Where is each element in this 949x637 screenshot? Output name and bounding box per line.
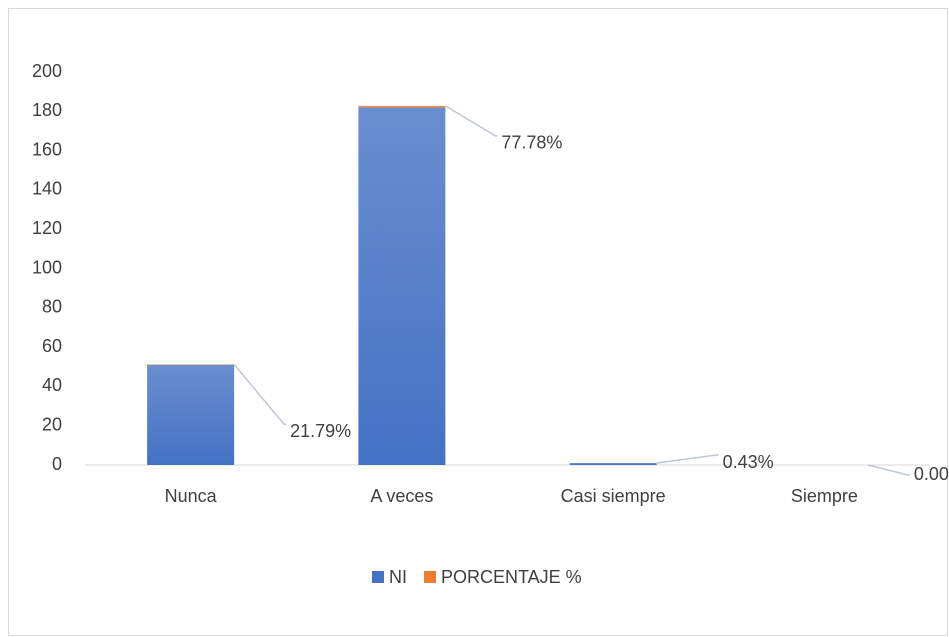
y-tick-label: 100 — [32, 257, 62, 277]
legend-swatch — [372, 571, 384, 583]
legend-label: NI — [389, 567, 407, 587]
y-tick-label: 180 — [32, 100, 62, 120]
data-label: 0.00% — [914, 464, 949, 484]
leader-line — [867, 464, 910, 476]
data-label: 77.78% — [501, 133, 562, 153]
y-tick-label: 60 — [42, 336, 62, 356]
data-label: 0.43% — [723, 452, 774, 472]
chart-border — [8, 8, 948, 636]
y-tick-label: 80 — [42, 297, 62, 317]
bar-segment — [358, 107, 446, 466]
y-tick-label: 120 — [32, 218, 62, 238]
y-tick-label: 140 — [32, 179, 62, 199]
y-tick-label: 40 — [42, 375, 62, 395]
leader-line — [233, 363, 287, 426]
bar-segment — [569, 463, 657, 465]
data-label: 21.79% — [290, 421, 351, 441]
x-tick-label: Siempre — [791, 486, 858, 506]
x-tick-label: Nunca — [165, 486, 218, 506]
y-tick-label: 20 — [42, 414, 62, 434]
x-tick-label: Casi siempre — [561, 486, 666, 506]
x-tick-label: A veces — [370, 486, 433, 506]
bar-segment — [358, 105, 446, 108]
y-tick-label: 160 — [32, 139, 62, 159]
bar-segment — [147, 364, 235, 465]
legend-label: PORCENTAJE % — [441, 567, 582, 587]
y-tick-label: 0 — [52, 454, 62, 474]
leader-line — [444, 105, 498, 137]
legend-swatch — [424, 571, 436, 583]
leader-line — [656, 454, 719, 464]
y-tick-label: 200 — [32, 61, 62, 81]
